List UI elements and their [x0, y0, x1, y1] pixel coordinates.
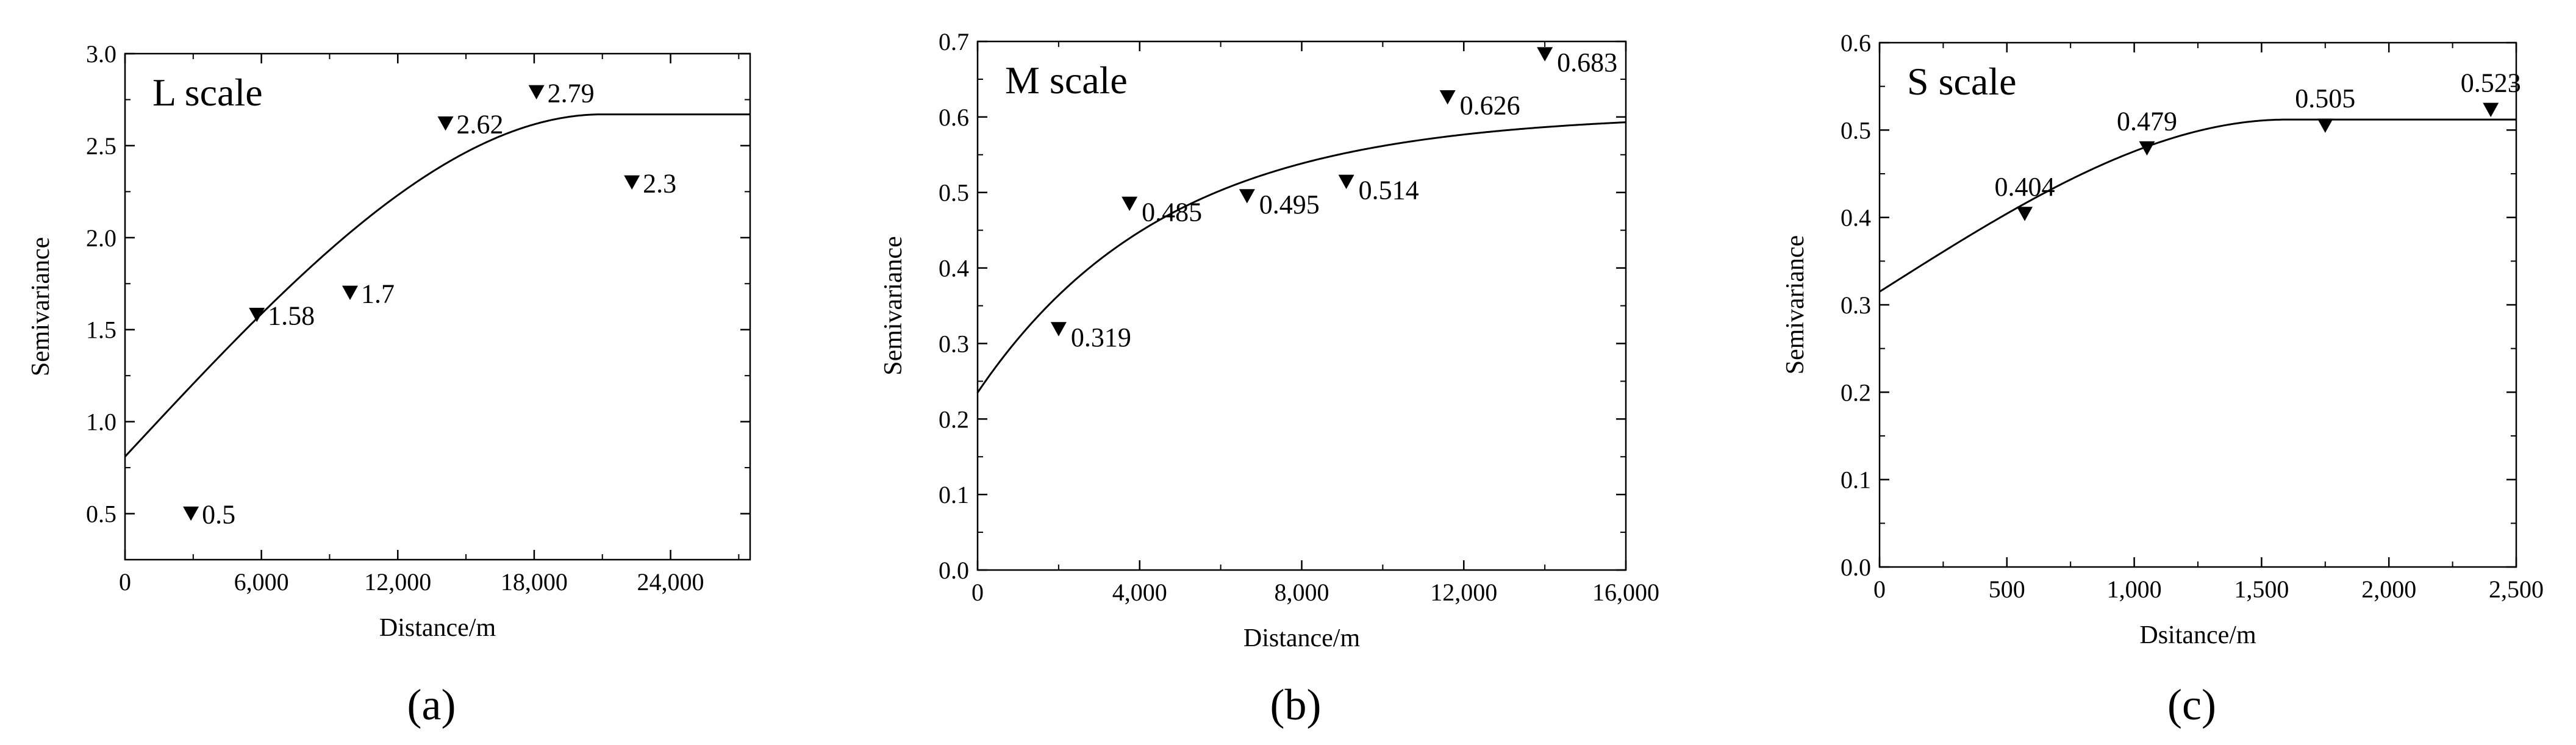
x-axis-title: Distance/m [1243, 624, 1361, 652]
y-axis-title: Semivariance [879, 236, 907, 376]
data-point-marker [1239, 189, 1255, 204]
y-tick-label: 0.5 [1841, 116, 1871, 144]
x-tick-label: 12,000 [364, 568, 431, 596]
data-point-label: 0.479 [2117, 106, 2177, 136]
y-tick-label: 0.0 [939, 557, 969, 584]
data-point-marker [2139, 141, 2155, 156]
data-point-label: 0.505 [2295, 84, 2355, 113]
data-point-label: 0.514 [1359, 175, 1419, 205]
data-point-marker [1439, 90, 1456, 105]
data-point-label: 0.495 [1259, 190, 1320, 219]
y-tick-label: 0.3 [939, 330, 969, 357]
data-point-marker [1122, 196, 1138, 211]
y-tick-label: 0.0 [1841, 554, 1871, 581]
data-point-marker [2317, 118, 2333, 133]
panel-label: (a) [407, 680, 456, 729]
x-tick-label: 500 [1989, 576, 2025, 603]
x-axis-title: Distance/m [379, 614, 496, 642]
data-point-marker [1338, 174, 1354, 190]
data-point-marker [342, 285, 358, 301]
chart-panel-2: 0 4,000 8,000 12,000 16,000 0.0 0.1 0.2 0.3 0.4 0.… [879, 28, 1659, 729]
x-tick-label: 2,500 [2489, 576, 2544, 603]
x-tick-label: 1,000 [2107, 576, 2162, 603]
fitted-model-curve [1879, 118, 2516, 293]
y-tick-label: 0.5 [86, 501, 116, 528]
data-point-marker [624, 175, 640, 190]
x-tick-label: 2,000 [2361, 576, 2416, 603]
x-tick-label: 0 [971, 579, 984, 606]
data-point-marker [1537, 47, 1553, 62]
data-point-label: 1.7 [361, 279, 395, 308]
chart-title: S scale [1907, 60, 2017, 103]
y-tick-label: 0.6 [939, 104, 969, 131]
data-point-marker [437, 116, 454, 131]
x-tick-label: 12,000 [1430, 579, 1497, 606]
plot-frame [976, 40, 1627, 571]
data-point-label: 0.626 [1460, 91, 1520, 121]
y-tick-label: 0.3 [1841, 291, 1871, 319]
data-point-marker [249, 307, 265, 323]
plot-frame [124, 52, 751, 561]
y-tick-label: 0.1 [939, 481, 969, 508]
data-point-label: 0.319 [1071, 323, 1131, 352]
x-tick-label: 18,000 [501, 568, 568, 596]
chart-panel-1: 0 6,000 12,000 18,000 24,000 0.5 1.0 1.5 2.0 2.5 3… [27, 40, 751, 729]
x-tick-label: 24,000 [637, 568, 704, 596]
data-point-label: 0.683 [1557, 48, 1617, 77]
chart-title: M scale [1005, 59, 1128, 102]
data-point-label: 2.79 [548, 78, 595, 108]
y-tick-label: 0.7 [939, 28, 969, 55]
fitted-model-curve [124, 113, 750, 458]
data-point-marker [528, 85, 545, 100]
x-tick-label: 1,500 [2234, 576, 2289, 603]
y-tick-label: 2.0 [86, 224, 116, 252]
data-point-marker [2483, 102, 2499, 118]
fitted-model-curve [976, 121, 1626, 393]
y-tick-label: 2.5 [86, 132, 116, 160]
y-tick-label: 0.6 [1841, 29, 1871, 57]
y-tick-label: 0.1 [1841, 466, 1871, 494]
y-tick-label: 0.2 [1841, 379, 1871, 406]
data-point-marker [1050, 322, 1067, 337]
x-tick-label: 0 [1873, 576, 1886, 603]
x-axis-title: Dsitance/m [2139, 621, 2256, 649]
x-tick-label: 8,000 [1275, 579, 1329, 606]
panel-label: (c) [2167, 680, 2216, 729]
chart-title: L scale [152, 71, 263, 114]
x-tick-label: 0 [119, 568, 131, 596]
data-point-label: 2.3 [643, 168, 676, 198]
x-tick-label: 6,000 [234, 568, 289, 596]
x-tick-label: 16,000 [1592, 579, 1659, 606]
panel-label: (b) [1270, 680, 1322, 729]
data-point-label: 0.5 [202, 500, 235, 530]
y-tick-label: 1.0 [86, 408, 116, 436]
data-point-label: 0.404 [1995, 172, 2055, 202]
y-axis-title: Semivariance [1781, 235, 1809, 375]
plot-frame [1878, 41, 2517, 568]
data-point-label: 2.62 [457, 110, 504, 140]
data-point-marker [2017, 207, 2033, 221]
y-tick-label: 0.5 [939, 179, 969, 207]
data-point-marker [183, 506, 199, 521]
data-point-label: 0.485 [1142, 197, 1202, 227]
y-tick-label: 1.5 [86, 316, 116, 344]
y-tick-label: 0.4 [1841, 204, 1871, 232]
y-tick-label: 3.0 [86, 40, 116, 68]
y-tick-label: 0.4 [939, 255, 969, 282]
y-axis-title: Semivariance [27, 237, 55, 377]
x-tick-label: 4,000 [1112, 579, 1167, 606]
data-point-label: 1.58 [268, 301, 315, 331]
y-tick-label: 0.2 [939, 405, 969, 433]
chart-panel-3: 0 500 1,000 1,500 2,000 2,5000.00.10.20.30.40… [1781, 29, 2544, 729]
data-point-label: 0.523 [2461, 68, 2521, 98]
